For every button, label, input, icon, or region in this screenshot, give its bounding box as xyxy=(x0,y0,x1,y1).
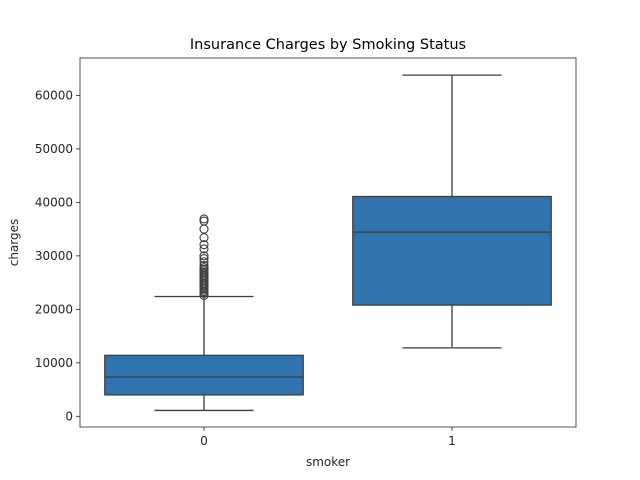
iqr-box xyxy=(104,354,304,396)
y-tick-label: 10000 xyxy=(35,356,73,370)
outlier-point xyxy=(199,240,209,250)
y-axis: 0 10000 20000 30000 40000 50000 60000 xyxy=(35,88,80,423)
plot-frame xyxy=(79,57,577,428)
y-tick-label: 60000 xyxy=(35,88,73,102)
box-group-0 xyxy=(104,214,304,412)
x-tick-label: 1 xyxy=(448,434,456,448)
iqr-box xyxy=(352,195,552,306)
outlier-point xyxy=(199,257,209,267)
outlier-point xyxy=(199,253,209,264)
box-group-1 xyxy=(352,74,552,349)
outlier-point xyxy=(199,244,209,254)
y-tick-label: 20000 xyxy=(35,302,73,316)
x-tick-label: 0 xyxy=(200,434,208,448)
y-tick-label: 40000 xyxy=(35,195,73,209)
chart-title: Insurance Charges by Smoking Status xyxy=(190,37,466,53)
outlier-point xyxy=(199,251,209,261)
y-tick-label: 30000 xyxy=(35,249,73,263)
y-axis-label: charges xyxy=(7,219,21,267)
x-axis-label: smoker xyxy=(306,455,350,469)
y-tick-label: 50000 xyxy=(35,142,73,156)
y-tick-label: 0 xyxy=(65,409,73,423)
outlier-point xyxy=(199,214,209,224)
outlier-point xyxy=(199,260,209,271)
outlier-point xyxy=(199,233,209,243)
plot-area xyxy=(104,74,552,412)
outlier-point xyxy=(199,224,209,234)
